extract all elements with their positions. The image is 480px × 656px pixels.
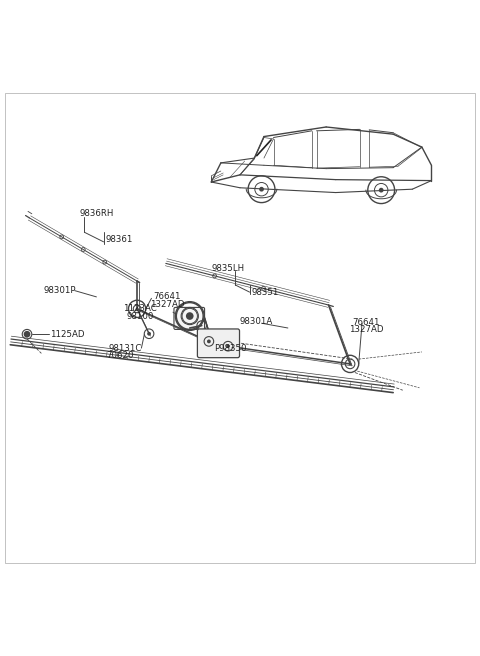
Circle shape — [147, 332, 151, 336]
Text: 76641: 76641 — [352, 318, 380, 327]
Text: 98361: 98361 — [106, 235, 133, 244]
Text: 76641: 76641 — [153, 293, 180, 301]
Circle shape — [24, 331, 30, 338]
FancyBboxPatch shape — [174, 308, 204, 329]
Circle shape — [207, 340, 211, 343]
Circle shape — [348, 363, 351, 365]
Text: 1327AD: 1327AD — [349, 325, 384, 334]
Text: 70620: 70620 — [106, 351, 133, 359]
Text: P98350: P98350 — [214, 344, 246, 353]
Circle shape — [136, 308, 139, 310]
Circle shape — [186, 312, 193, 320]
Text: 98131C: 98131C — [108, 344, 142, 353]
Text: 1327AD: 1327AD — [150, 300, 184, 308]
Text: 98301P: 98301P — [44, 286, 76, 295]
Text: 98351: 98351 — [252, 287, 279, 297]
Circle shape — [379, 188, 384, 193]
Text: 98100: 98100 — [126, 312, 154, 321]
Text: 98301A: 98301A — [240, 318, 273, 326]
Circle shape — [226, 344, 230, 348]
Circle shape — [259, 187, 264, 192]
Text: 9835LH: 9835LH — [211, 264, 244, 273]
FancyBboxPatch shape — [197, 329, 240, 358]
Text: 9836RH: 9836RH — [80, 209, 114, 218]
Text: 1125AD: 1125AD — [50, 330, 85, 338]
Text: 1123AC: 1123AC — [123, 304, 156, 314]
